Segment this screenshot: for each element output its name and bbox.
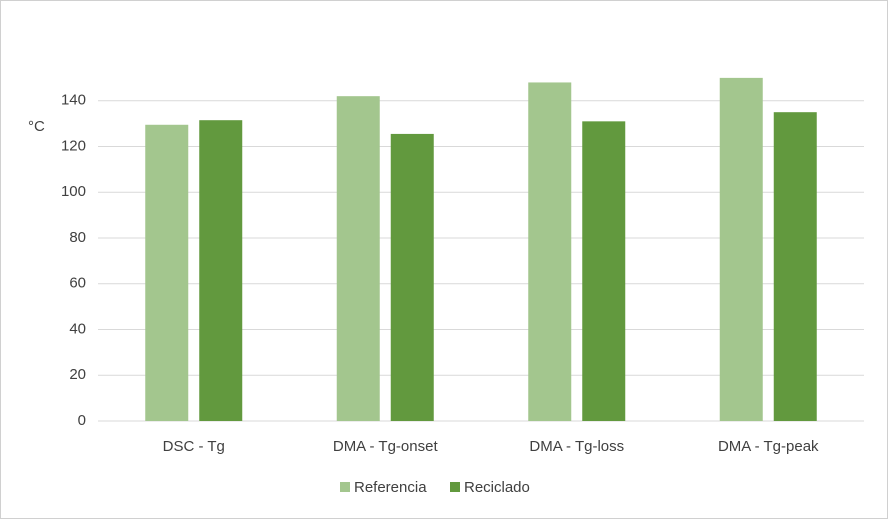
y-tick-label: 20 [69, 366, 86, 383]
bar [719, 77, 763, 421]
bar [336, 96, 380, 422]
bar [390, 133, 434, 421]
legend-swatch [340, 482, 350, 492]
x-tick-label: DMA - Tg-loss [529, 438, 624, 455]
bar [199, 120, 243, 421]
x-tick-label: DMA - Tg-onset [333, 438, 439, 455]
legend-label: Reciclado [464, 479, 530, 496]
y-axis-label: °C [28, 118, 45, 135]
y-tick-label: 40 [69, 320, 86, 337]
x-tick-label: DSC - Tg [163, 438, 225, 455]
y-tick-label: 100 [61, 183, 86, 200]
bar [528, 82, 572, 421]
y-tick-label: 80 [69, 229, 86, 246]
legend-swatch [450, 482, 460, 492]
bar [773, 112, 817, 421]
bar [145, 124, 189, 422]
y-tick-label: 60 [69, 275, 86, 292]
y-tick-label: 0 [78, 412, 86, 429]
bar [582, 121, 626, 422]
legend-label: Referencia [354, 479, 427, 496]
y-tick-label: 140 [61, 92, 86, 109]
x-tick-label: DMA - Tg-peak [718, 438, 819, 455]
y-tick-label: 120 [61, 137, 86, 154]
